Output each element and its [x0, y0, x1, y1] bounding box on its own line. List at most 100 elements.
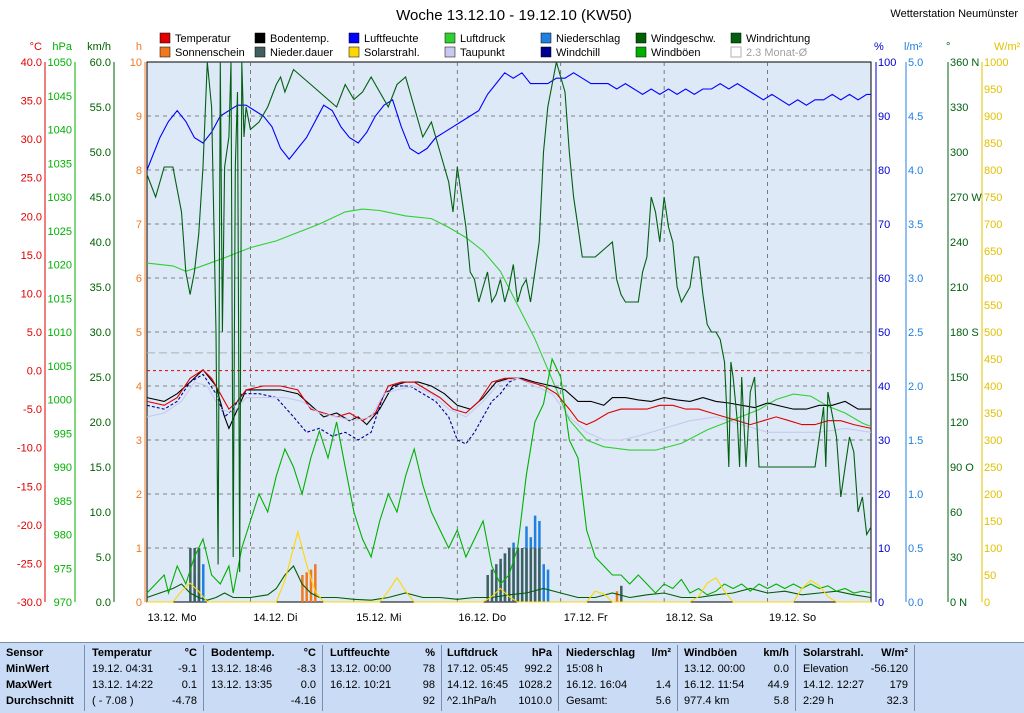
axis-tick-label: 980 [54, 530, 72, 542]
bar-nieder-dauer [525, 548, 528, 602]
series-luftfeuchte [146, 72, 871, 171]
stat-wind-label: 16.12. 11:54 [684, 679, 745, 691]
axis-tick-label: 40 [878, 381, 890, 393]
legend-swatch-temperatur [159, 32, 171, 44]
legend-label-luftdruck: Luftdruck [460, 33, 506, 45]
axis-tick-label: 200 [984, 489, 1002, 501]
label-sensor: Sensor [6, 647, 44, 659]
axis-tick-label: 1040 [48, 125, 72, 137]
stat-wind-value: 0.0 [773, 663, 789, 675]
legend-swatch-niederschlag [540, 32, 552, 44]
statistics-table: Sensor MinWert MaxWert Durchschnitt Temp… [0, 642, 1024, 713]
axis-tick-label: 55.0 [90, 102, 111, 114]
series-windrichtung [146, 61, 872, 573]
legend-swatch-luftdruck [444, 32, 456, 44]
x-tick-label: 13.12. Mo [148, 612, 197, 624]
bar-niederschlag [542, 564, 545, 602]
axis-tick-label: 0.5 [908, 543, 923, 555]
axis-tick-label: 5.0 [27, 327, 42, 339]
axis-tick-label: 35.0 [21, 96, 42, 108]
legend-label-taupunkt: Taupunkt [460, 47, 505, 59]
axis-tick-label: 0 N [950, 597, 967, 609]
legend-swatch-luftfeuchte [348, 32, 360, 44]
axis-tick-label: 1000 [48, 395, 72, 407]
axis-tick-label: 330 [950, 102, 968, 114]
axis-tick-label: 40.0 [90, 237, 111, 249]
axis-tick-label: 400 [984, 381, 1002, 393]
stat-humidity-label: 13.12. 00:00 [330, 663, 392, 675]
axis-unit-left: hPa [52, 41, 72, 53]
axis-tick-label: 650 [984, 246, 1002, 258]
stat-ground-label: Bodentemp. [211, 647, 275, 659]
axis-tick-label: 210 [950, 282, 968, 294]
axis-tick-label: 50 [984, 570, 996, 582]
axis-tick-label: 45.0 [90, 192, 111, 204]
axis-tick-label: 240 [950, 237, 968, 249]
stats-row-labels: Sensor MinWert MaxWert Durchschnitt [0, 645, 85, 711]
stat-rain-label: Gesamt: [566, 695, 608, 707]
axis-tick-label: 850 [984, 138, 1002, 150]
axis-tick-label: 300 [950, 147, 968, 159]
stat-solar-label: Elevation [803, 663, 849, 675]
axis-tick-label: 10 [878, 543, 890, 555]
axis-tick-label: 970 [54, 597, 72, 609]
stat-temperature-label: ( - 7.08 ) [92, 695, 134, 707]
axis-tick-label: 250 [984, 462, 1002, 474]
bar-nieder-dauer [516, 548, 520, 602]
legend-swatch-solarstrahl- [348, 46, 360, 58]
axis-tick-label: 0.0 [908, 597, 923, 609]
weather-chart: Woche 13.12.10 - 19.12.10 (KW50) Wetters… [16, 7, 1021, 624]
axis-tick-label: 0 [984, 597, 990, 609]
stat-ground-value: -8.3 [297, 663, 316, 675]
legend-label-windgeschw-: Windgeschw. [651, 33, 716, 45]
axis-tick-label: 550 [984, 300, 1002, 312]
axis-tick-label: 4.5 [908, 111, 923, 123]
x-axis-labels: 13.12. Mo 14.12. Di 15.12. Mi 16.12. Do 17.1… [148, 612, 817, 624]
stat-wind-value: 5.8 [773, 695, 789, 707]
axis-tick-label: 500 [984, 327, 1002, 339]
stat-solar-value: W/m² [881, 647, 908, 659]
axis-tick-label: 3 [136, 435, 142, 447]
stat-wind-value: 44.9 [767, 679, 789, 691]
axis-tick-label: 1025 [48, 226, 72, 238]
legend-swatch-nieder-dauer [254, 46, 266, 58]
bar-nieder-dauer [620, 585, 623, 602]
stat-rain-value: 5.6 [655, 695, 671, 707]
axis-tick-label: 50.0 [90, 147, 111, 159]
axis-tick-label: 800 [984, 165, 1002, 177]
stat-ground-label: 13.12. 13:35 [211, 679, 273, 691]
axis-tick-label: 450 [984, 354, 1002, 366]
stat-humidity-value: 98 [422, 679, 435, 691]
bar-niederschlag [546, 569, 550, 602]
axis-tick-label: 7 [136, 219, 142, 231]
axis-tick-label: -25.0 [17, 558, 42, 570]
x-tick-label: 15.12. Mi [356, 612, 401, 624]
axis-tick-label: 1045 [48, 91, 72, 103]
label-avg: Durchschnitt [6, 695, 74, 707]
axis-tick-label: 10.0 [90, 507, 111, 519]
legend-label-temperatur: Temperatur [175, 33, 231, 45]
x-tick-label: 17.12. Fr [564, 612, 608, 624]
stat-humidity-value: 92 [422, 695, 435, 707]
axis-tick-label: 10.0 [21, 288, 42, 300]
axis-tick-label: 1.5 [908, 435, 923, 447]
stats-panel-empty [916, 645, 1023, 711]
legend-label-windrichtung: Windrichtung [746, 33, 810, 45]
grid [147, 62, 871, 602]
series-luftdruck [146, 208, 872, 451]
axis-tick-label: 90 [878, 111, 890, 123]
axis-tick-label: 0 [878, 597, 884, 609]
stat-solar-value: -56.120 [870, 663, 908, 675]
legend-label-luftfeuchte: Luftfeuchte [364, 33, 418, 45]
stat-humidity-value: 78 [422, 663, 435, 675]
bar-sonnenschein [301, 575, 304, 602]
stat-ground-value: 0.0 [300, 679, 316, 691]
axis-tick-label: 20 [878, 489, 890, 501]
legend-swatch-2-3-monat- [730, 46, 742, 58]
axis-unit-left: h [136, 41, 142, 53]
axis-tick-label: 150 [950, 372, 968, 384]
axis-unit-left: °C [30, 41, 42, 53]
axis-tick-label: 4.0 [908, 165, 923, 177]
stat-rain-label: 16.12. 16:04 [566, 679, 628, 691]
station-name: Wetterstation Neumünster [890, 8, 1018, 20]
